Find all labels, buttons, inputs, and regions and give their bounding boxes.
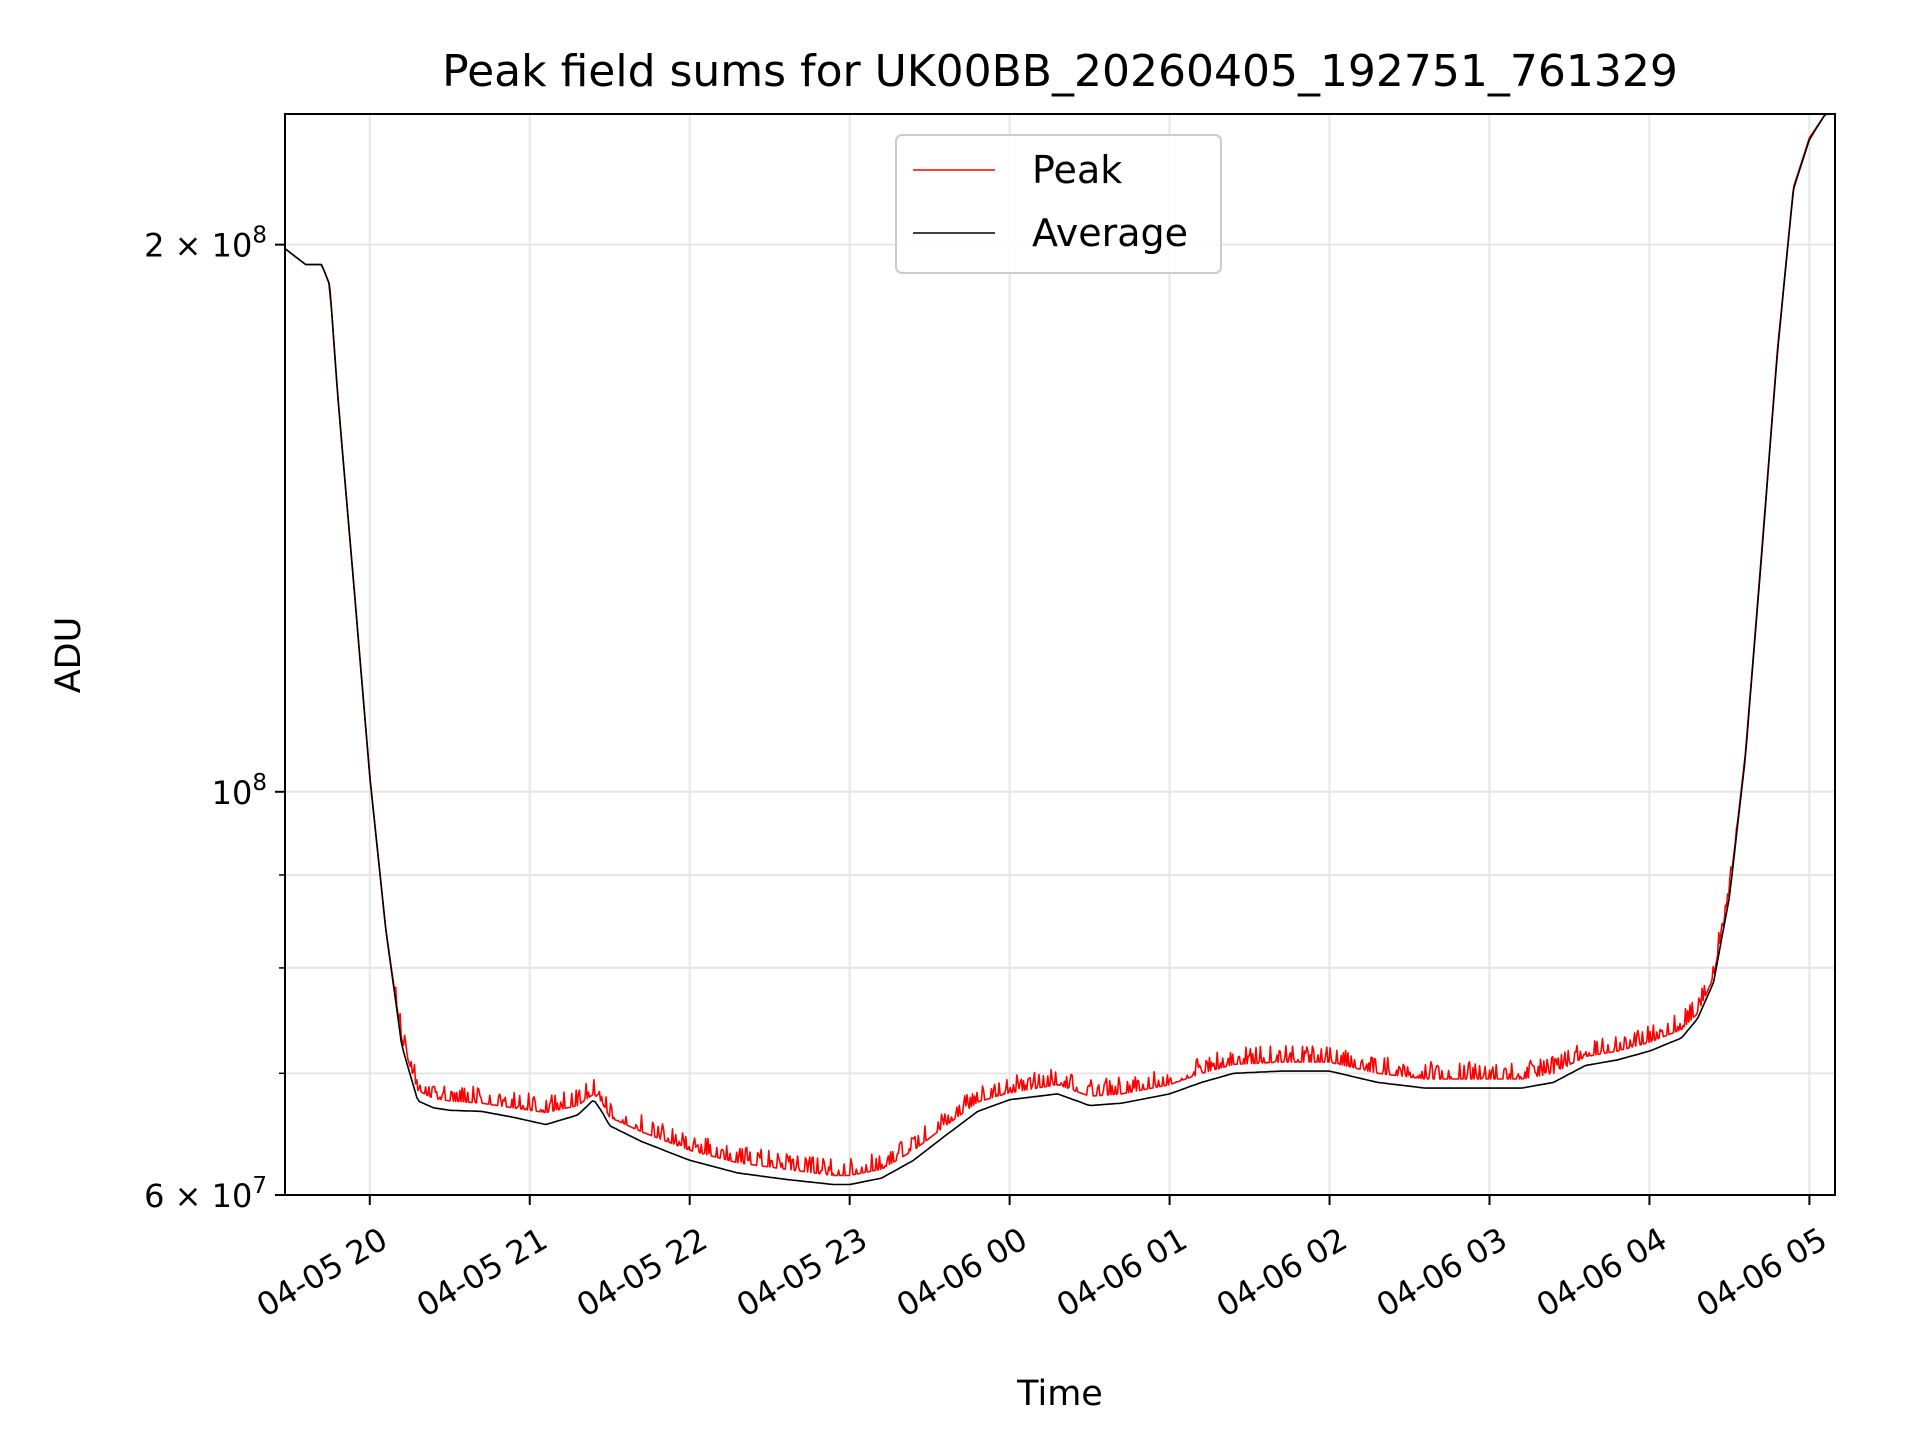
x-tick-label: 04-05 23	[730, 1220, 874, 1325]
plot-frame	[284, 113, 1836, 1196]
y-axis-title: ADU	[49, 617, 89, 694]
x-tick-label: 04-06 05	[1690, 1220, 1834, 1325]
x-axis-title: Time	[1016, 1374, 1103, 1414]
grid-layer	[285, 114, 1835, 1196]
x-tick-label: 04-06 01	[1050, 1220, 1194, 1325]
y-tick-label: 6 × 107	[144, 1173, 267, 1215]
series-line-peak	[284, 113, 1835, 1177]
x-tick-label: 04-06 04	[1530, 1220, 1674, 1325]
x-tick-label: 04-05 20	[250, 1220, 394, 1325]
ticks-layer: 04-05 20 04-05 21 04-05 22 04-05 23 04-06 00…	[144, 223, 1833, 1325]
chart-title: Peak field sums for UK00BB_20260405_1927…	[442, 46, 1678, 97]
x-tick-label: 04-06 03	[1370, 1220, 1514, 1325]
y-tick-label: 108	[212, 770, 267, 812]
legend-label-peak: Peak	[1032, 148, 1122, 192]
series-line-average	[284, 113, 1835, 1186]
x-tick-label: 04-05 22	[570, 1220, 714, 1325]
x-tick-label: 04-06 02	[1210, 1220, 1354, 1325]
series-layer	[284, 113, 1835, 1186]
x-tick-label: 04-05 21	[410, 1220, 554, 1325]
legend: Peak Average	[895, 134, 1222, 274]
legend-label-average: Average	[1032, 211, 1188, 255]
y-tick-label: 2 × 108	[144, 223, 267, 265]
x-tick-label: 04-06 00	[890, 1220, 1034, 1325]
